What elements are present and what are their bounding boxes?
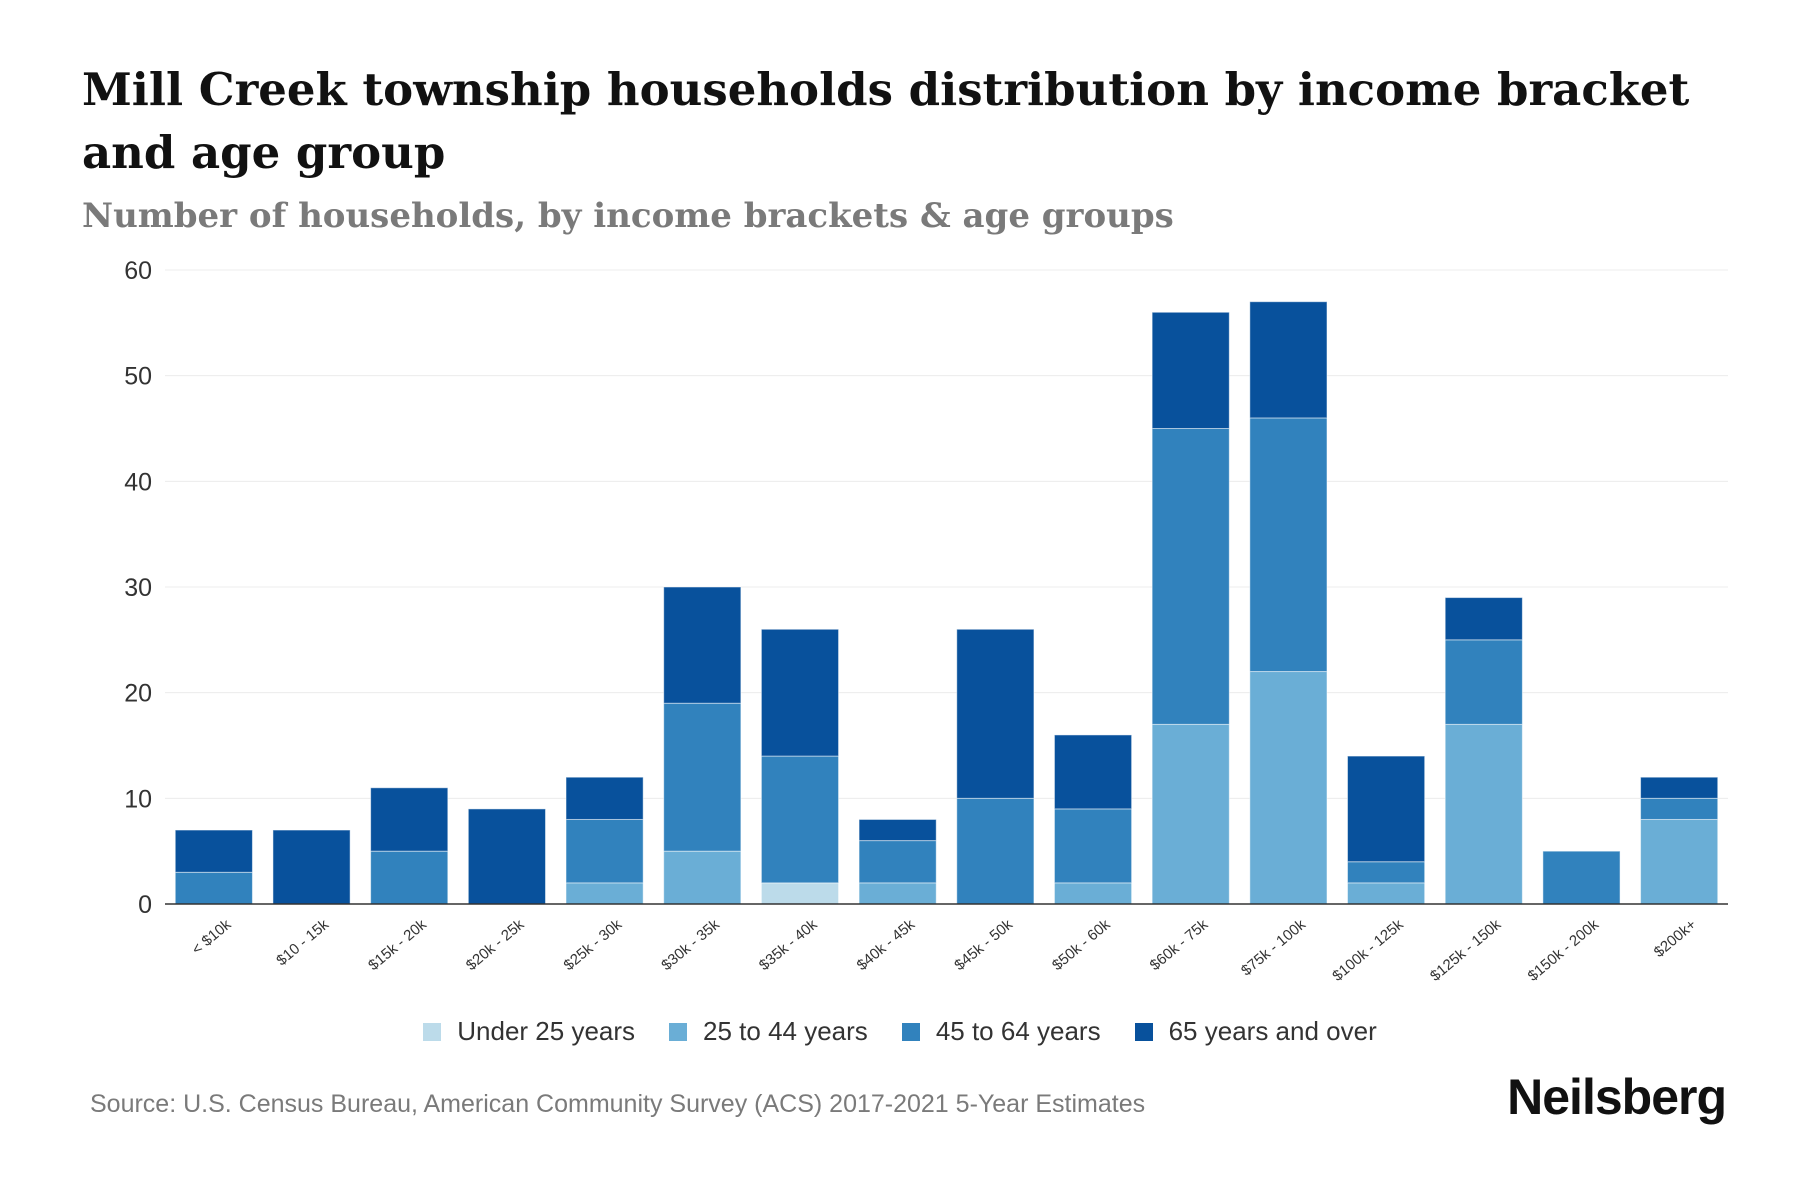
bar-segment <box>1053 808 1133 884</box>
bar-segment <box>1249 417 1328 673</box>
bar-segment <box>174 829 253 873</box>
x-tick-label: $10 - 15k <box>273 916 332 970</box>
bar-segment <box>760 882 840 905</box>
x-tick-label: $30k - 35k <box>658 916 723 974</box>
bar-segment <box>174 871 253 905</box>
x-tick-label: $25k - 30k <box>561 916 626 974</box>
legend-swatch-45-64 <box>901 1022 920 1041</box>
bar-segment <box>1640 818 1719 905</box>
legend-label-25-44: 25 to 44 years <box>703 1016 868 1046</box>
bar-segment <box>760 755 840 884</box>
bar-segment <box>1640 776 1719 799</box>
bar-segment <box>565 818 644 884</box>
x-tick-label: $125k - 150k <box>1427 916 1505 985</box>
x-tick-label: $45k - 50k <box>951 916 1016 974</box>
legend-item-65-plus: 65 years and over <box>1134 1016 1377 1047</box>
bar-segment <box>1053 882 1133 905</box>
legend-item-45-64: 45 to 64 years <box>901 1016 1101 1047</box>
y-tick-label: 40 <box>124 468 152 496</box>
bar-segment <box>1151 723 1230 905</box>
legend-label-under-25: Under 25 years <box>457 1016 636 1046</box>
x-tick-label: $100k - 125k <box>1329 916 1407 985</box>
x-tick-label: $60k - 75k <box>1147 916 1212 974</box>
bar-segment <box>1640 797 1719 820</box>
bar-segment <box>370 850 449 905</box>
x-tick-label: $200k+ <box>1651 916 1700 961</box>
legend-swatch-25-44 <box>669 1022 688 1041</box>
legend-label-65-plus: 65 years and over <box>1168 1016 1377 1046</box>
chart-subtitle: Number of households, by income brackets… <box>82 196 1174 236</box>
y-tick-label: 0 <box>138 891 152 919</box>
stacked-bar-chart: 0 10 20 30 40 50 60 < $10k $10 - 15k $15k - 20k $2… <box>124 257 1728 985</box>
y-tick-label: 50 <box>124 363 152 391</box>
bar-segment <box>663 850 742 905</box>
bar-segment <box>1444 723 1523 905</box>
x-tick-label: $15k - 20k <box>365 916 430 974</box>
bar-segment <box>1249 671 1328 905</box>
bar-segment <box>858 882 937 905</box>
y-tick-label: 20 <box>124 680 152 708</box>
legend-swatch-65-plus <box>1134 1022 1153 1041</box>
bar-segment <box>956 628 1035 799</box>
bar-segment <box>565 882 644 905</box>
y-tick-label: 60 <box>124 257 152 285</box>
bar-segment <box>272 829 351 905</box>
x-tick-label: $150k - 200k <box>1525 916 1603 985</box>
bar-segment <box>663 702 742 852</box>
legend-swatch-under-25 <box>423 1022 442 1041</box>
x-tick-label: $20k - 25k <box>463 916 528 974</box>
bar-segment <box>1151 428 1230 725</box>
bar-segment <box>1542 850 1621 905</box>
legend-item-25-44: 25 to 44 years <box>669 1016 868 1047</box>
chart-legend: Under 25 years 25 to 44 years 45 to 64 y… <box>0 1016 1800 1047</box>
bar-segment <box>1347 861 1426 884</box>
bar-segment <box>1444 639 1523 725</box>
y-tick-label: 30 <box>124 574 152 602</box>
x-tick-label: $50k - 60k <box>1049 916 1114 974</box>
bar-segment <box>1444 597 1523 641</box>
bar-segment <box>1053 734 1133 810</box>
source-note: Source: U.S. Census Bureau, American Com… <box>90 1090 1146 1118</box>
chart-title: Mill Creek township households distribut… <box>82 63 1690 179</box>
brand-logo: Neilsberg <box>1507 1069 1727 1125</box>
legend-label-45-64: 45 to 64 years <box>935 1016 1101 1046</box>
bar-segment <box>858 818 937 842</box>
bar-segment <box>663 586 742 704</box>
bar-segment <box>760 628 840 757</box>
y-tick-label: 10 <box>124 785 152 813</box>
bar-segment <box>858 840 937 884</box>
bar-segment <box>1347 882 1426 905</box>
x-tick-label: $35k - 40k <box>756 916 821 974</box>
bar-segment <box>565 776 644 820</box>
bar-segment <box>1347 755 1426 863</box>
x-tick-label: < $10k <box>189 916 235 959</box>
bar-segment <box>1151 311 1230 429</box>
bar-segment <box>1249 301 1328 419</box>
bar-segment <box>956 797 1035 905</box>
x-tick-label: $40k - 45k <box>854 916 919 974</box>
bar-segment <box>467 808 546 905</box>
x-tick-label: $75k - 100k <box>1238 916 1309 980</box>
legend-item-under-25: Under 25 years <box>423 1016 635 1047</box>
bar-segment <box>370 787 449 852</box>
